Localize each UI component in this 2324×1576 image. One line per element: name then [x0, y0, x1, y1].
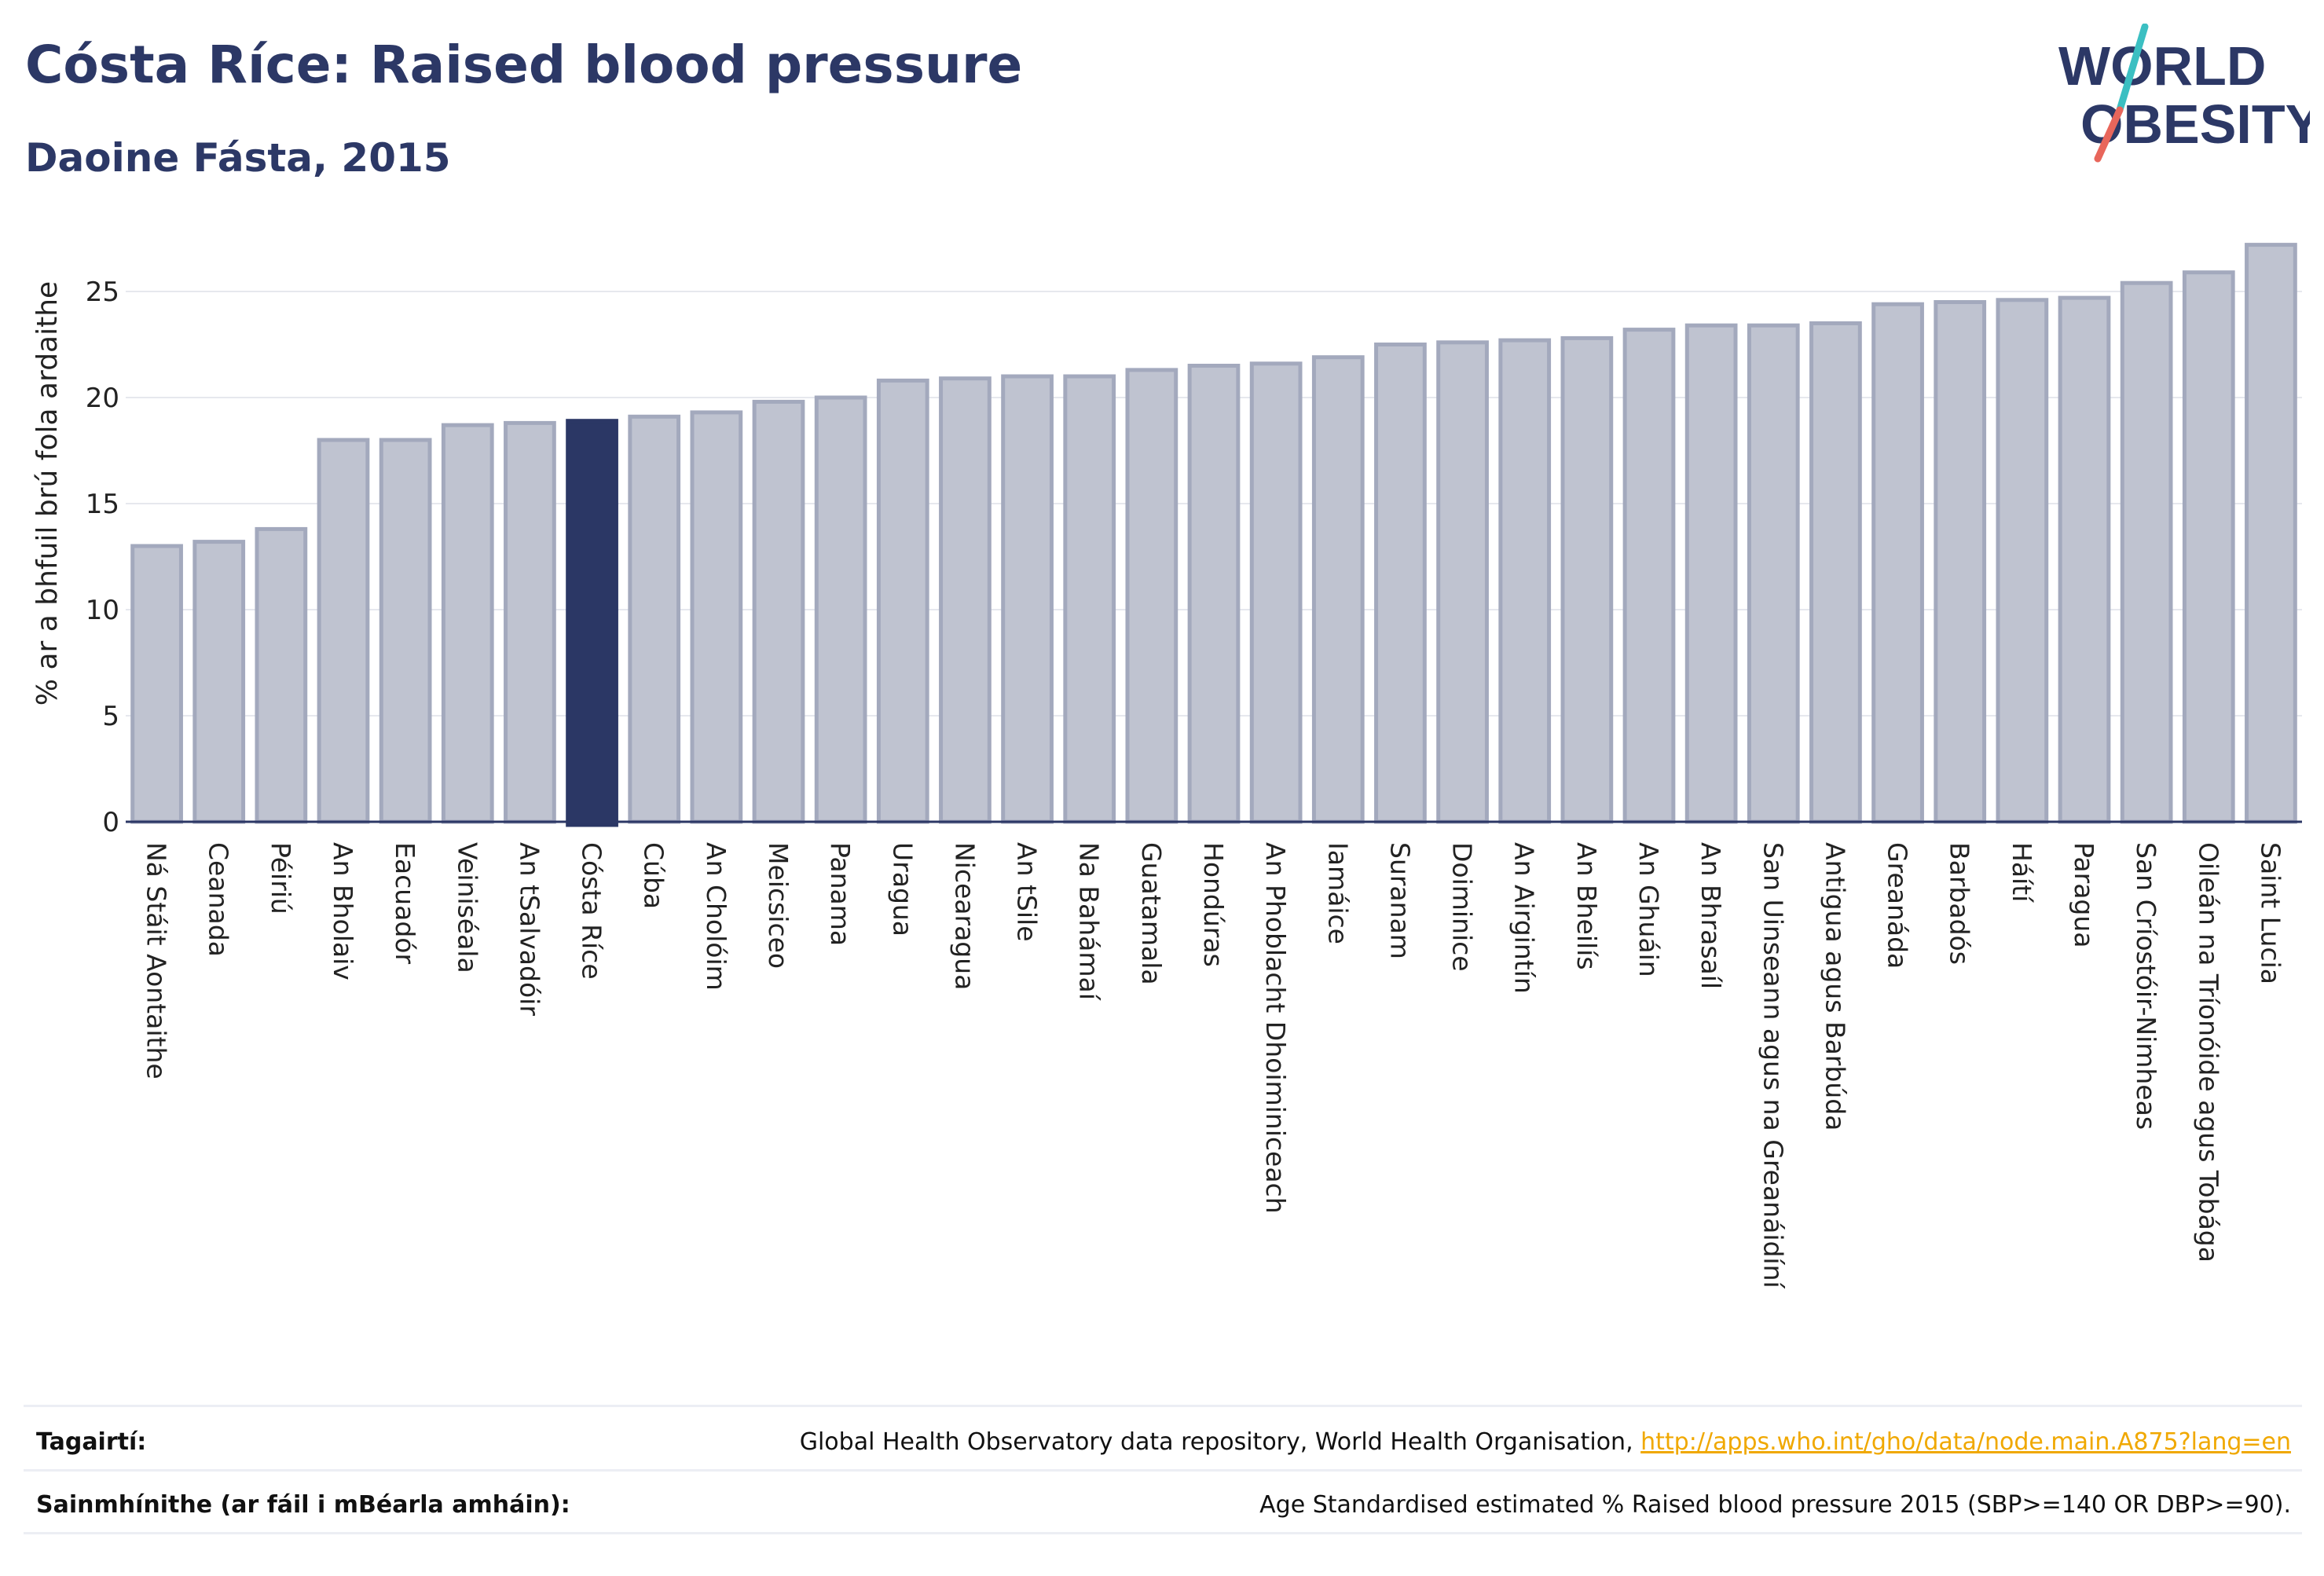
x-tick-label: Antigua agus Barbúda [1820, 842, 1850, 1131]
logo-slash-teal [2116, 24, 2149, 114]
bar [1436, 340, 1489, 824]
bar [690, 410, 743, 824]
x-tick-label: Panama [825, 842, 856, 946]
bar-chart: 0 5 10 15 20 25 % ar a bhfuil brú fola ardaith… [31, 243, 2302, 1290]
bar [1809, 321, 1862, 824]
bar [255, 526, 308, 824]
x-tick-label: Paragua [2069, 842, 2099, 948]
x-tick-label: An Phoblacht Dhoiminiceach [1260, 842, 1291, 1214]
x-tick-label: Ná Stáit Aontaithe [141, 842, 172, 1079]
bar [2120, 280, 2173, 824]
x-tick-label: Meicsiceo [763, 842, 794, 969]
bar [441, 423, 494, 824]
x-tick-label: An Bheilís [1571, 842, 1602, 970]
bar [1063, 374, 1116, 824]
x-tick-label: An tSalvadóir [514, 842, 544, 1016]
bar [1934, 300, 1987, 824]
x-tick-label: Barbadós [1945, 842, 1975, 965]
y-tick-label: 25 [86, 277, 119, 308]
bar [2245, 243, 2297, 824]
bar [1996, 298, 2049, 824]
x-tick-label: Veiniséala [452, 842, 482, 973]
footer-divider-top [24, 1405, 2302, 1407]
definitions-value: Age Standardised estimated % Raised bloo… [1259, 1491, 2291, 1519]
x-tick-label: San Uinseann agus na Greanáidíní [1758, 842, 1788, 1290]
x-tick-label: Cúba [639, 842, 669, 909]
logo-line-1: WORLD [2058, 35, 2266, 97]
bar [1125, 368, 1178, 824]
x-tick-label: Eacuadór [390, 842, 420, 964]
x-tick-label: An Bhrasaíl [1695, 842, 1726, 989]
x-tick-label: Saint Lucia [2255, 842, 2286, 984]
bar [1498, 338, 1552, 824]
logo-slash-coral [2094, 106, 2124, 163]
bar [1747, 323, 1800, 824]
x-tick-label: An Cholóim [701, 842, 731, 991]
x-tick-label: Doiminice [1447, 842, 1478, 972]
bar [814, 395, 867, 824]
bar [1374, 343, 1427, 824]
x-tick-label: An Airgintín [1509, 842, 1540, 994]
x-tick-label: Iamáice [1322, 842, 1353, 944]
bar [379, 438, 432, 824]
footer-divider-bottom [24, 1532, 2302, 1534]
references-value: Global Health Observatory data repositor… [800, 1428, 2291, 1456]
x-tick-label: Na Bahámaí [1074, 842, 1105, 1002]
references-text: Global Health Observatory data repositor… [799, 1428, 1641, 1456]
bar [504, 420, 556, 824]
bar [1560, 335, 1614, 824]
bar [1622, 328, 1676, 824]
bar [566, 419, 618, 827]
x-tick-label: Nicearagua [949, 842, 980, 990]
y-axis-label: % ar a bhfuil brú fola ardaithe [31, 281, 64, 706]
bar [317, 438, 370, 824]
bar [628, 414, 681, 824]
x-tick-label: Hondúras [1198, 842, 1229, 967]
footer-divider-middle [24, 1469, 2302, 1472]
x-tick-label: Greanáda [1882, 842, 1913, 969]
x-tick-label: Háítí [2007, 842, 2037, 903]
bar [1684, 323, 1738, 824]
bar [1001, 374, 1054, 824]
y-tick-label: 0 [102, 807, 119, 838]
x-tick-label: An Ghuáin [1633, 842, 1664, 977]
x-tick-label: Oileán na Tríonóide agus Tobága [2193, 842, 2223, 1263]
bar [939, 376, 992, 824]
bar [192, 540, 246, 824]
bar [2182, 270, 2235, 824]
x-tick-label: Cósta Ríce [577, 842, 607, 980]
x-tick-label: San Críostóir-Nimheas [2131, 842, 2161, 1130]
bar [2058, 295, 2111, 824]
bar [876, 378, 929, 824]
y-tick-label: 15 [86, 489, 119, 520]
bar [1871, 302, 1924, 824]
y-tick-label: 10 [86, 595, 119, 626]
bar [1249, 361, 1303, 824]
references-link[interactable]: http://apps.who.int/gho/data/node.main.A… [1640, 1428, 2291, 1456]
chart-title: Cósta Ríce: Raised blood pressure [25, 35, 1023, 95]
bar [130, 544, 183, 824]
x-tick-label: Guatamala [1136, 842, 1167, 985]
bar [1311, 355, 1365, 824]
y-tick-label: 5 [102, 701, 119, 732]
definitions-label: Sainmhínithe (ar fáil i mBéarla amháin): [36, 1491, 570, 1519]
references-label: Tagairtí: [36, 1428, 147, 1456]
y-tick-label: 20 [86, 383, 119, 414]
x-tick-label: Péiriú [266, 842, 296, 914]
x-tick-label: Ceanada [203, 842, 234, 957]
bar [1187, 364, 1241, 824]
x-tick-label: Uragua [887, 842, 918, 936]
chart-subtitle: Daoine Fásta, 2015 [25, 135, 451, 181]
x-tick-label: An Bholaiv [328, 842, 358, 980]
bar [752, 399, 805, 824]
world-obesity-logo: WORLD OBESITY [2058, 24, 2310, 163]
x-tick-label: Suranam [1384, 842, 1415, 959]
x-tick-label: An tSile [1012, 842, 1043, 942]
